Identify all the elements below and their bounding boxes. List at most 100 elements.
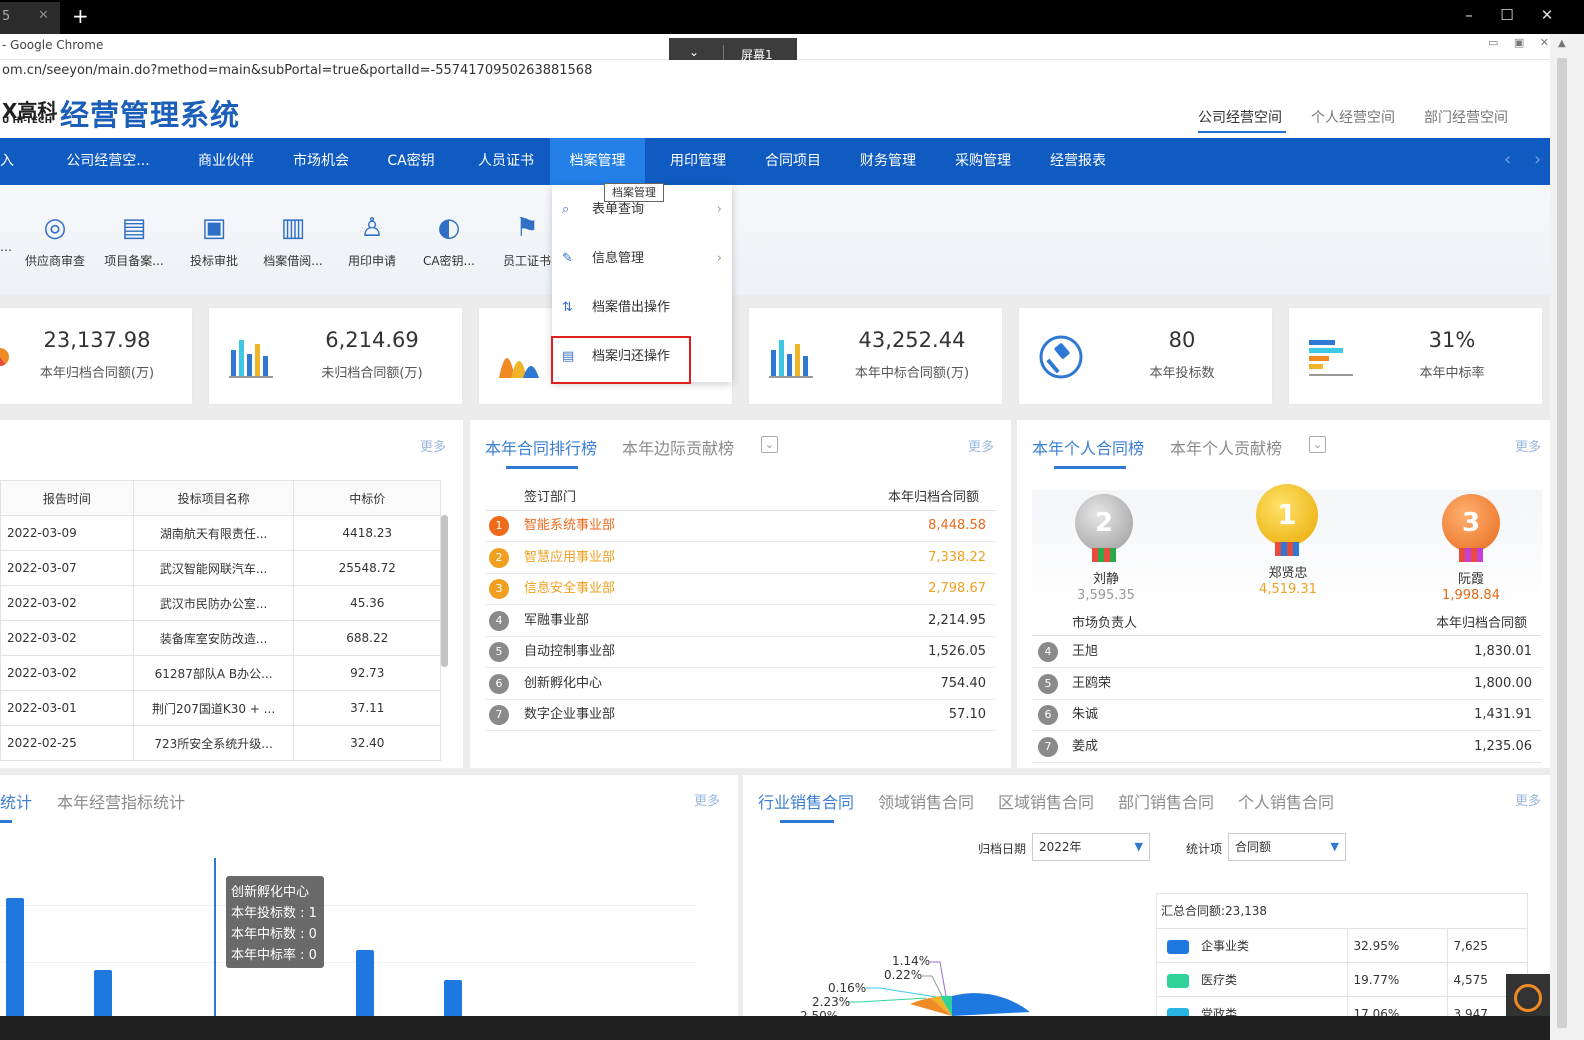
rank-row[interactable]: 7 姜成 1,235.06 [1032,731,1542,763]
nav-item-archive[interactable]: 档案管理 [550,138,645,185]
tab-region-sales[interactable]: 区域销售合同 [998,793,1095,812]
nav-item-reports[interactable]: 经营报表 [1050,153,1106,169]
rank-row[interactable]: 7 数字企业事业部 57.10 [485,699,996,731]
menu-form-query[interactable]: ⌕ 表单查询 › [552,185,732,234]
shortcut-ca-key[interactable]: ◐ CA密钥... [412,212,486,269]
chart-bar[interactable] [444,980,462,1016]
stat-card-bids[interactable]: 80 本年投标数 [1018,307,1273,405]
address-bar[interactable] [0,60,1550,86]
portal-company[interactable]: 公司经营空间 [1198,110,1282,126]
tab-kpi[interactable]: 本年经营指标统计 [57,793,186,812]
page-scrollbar[interactable]: ▲ [1550,34,1584,1040]
close-window-icon[interactable]: ✕ [1540,6,1554,24]
browser-tab[interactable]: 5 ✕ [0,2,60,34]
kpi-more-link[interactable]: 更多 [694,794,721,809]
nav-item-company-space[interactable]: 公司经营空... [66,153,150,169]
table-row[interactable]: 2022-03-01 荆门207国道K30 + ... 37.11 [0,690,441,726]
rank-row[interactable]: 5 自动控制事业部 1,526.05 [485,636,996,668]
nav-item-partial[interactable]: 入 [0,153,14,169]
nav-next-icon[interactable]: › [1534,149,1542,170]
nav-item-seal[interactable]: 用印管理 [670,153,726,169]
scrollbar-thumb[interactable] [1557,58,1567,1028]
legend-row[interactable]: 企事业类 32.95% 7,625 [1157,928,1527,963]
col-header[interactable]: 报告时间 [0,480,134,516]
rank-row[interactable]: 5 王鸥荣 1,800.00 [1032,668,1542,700]
rank-row[interactable]: 1 智能系统事业部 8,448.58 [485,510,996,542]
nav-item-finance[interactable]: 财务管理 [860,153,916,169]
url-text[interactable]: om.cn/seeyon/main.do?method=main&subPort… [2,63,593,78]
nav-item-ca-key[interactable]: CA密钥 [387,153,435,169]
minimize-icon[interactable]: – [1465,6,1473,24]
pie-slice[interactable] [940,995,952,1016]
shortcut-supplier-review[interactable]: ◎ 供应商审查 [18,212,92,269]
shortcut-seal-request[interactable]: ♙ 用印申请 [335,212,409,269]
shortcut-bid-approval[interactable]: ▣ 投标审批 [177,212,251,269]
shortcut-project-filing[interactable]: ▤ 项目备案... [97,212,171,269]
new-tab-icon[interactable]: + [72,4,89,28]
nav-item-certificates[interactable]: 人员证书 [478,153,534,169]
stat-card-archived[interactable]: 23,137.98 本年归档合同额(万) [0,307,193,405]
chevron-down-icon[interactable]: ⌄ [689,45,700,59]
stat-card-unarchived[interactable]: 6,214.69 未归档合同额(万) [208,307,463,405]
chart-bar[interactable] [6,898,24,1016]
bid-more-link[interactable]: 更多 [420,440,447,455]
tab-domain-sales[interactable]: 领域销售合同 [878,793,975,812]
rank-row[interactable]: 2 智慧应用事业部 7,338.22 [485,542,996,574]
chevron-down-icon[interactable]: ⌄ [761,436,778,453]
sales-more-link[interactable]: 更多 [1515,794,1542,809]
rank-row[interactable]: 4 军融事业部 2,214.95 [485,605,996,637]
shortcut-archive-borrow[interactable]: ▥ 档案借阅... [256,212,330,269]
stat-card-won[interactable]: 43,252.44 本年中标合同额(万) [748,307,1003,405]
tab-personal-contract[interactable]: 本年个人合同榜 [1032,439,1145,458]
stat-item-select[interactable]: 合同额 ▼ [1228,833,1346,861]
maximize-icon[interactable]: ☐ [1500,6,1514,24]
chevron-down-icon[interactable]: ⌄ [1309,436,1326,453]
nav-item-partners[interactable]: 商业伙伴 [198,153,254,169]
archive-date-select[interactable]: 2022年 ▼ [1032,833,1150,861]
pie-slice[interactable] [952,993,1030,1016]
portal-department[interactable]: 部门经营空间 [1424,110,1508,126]
contract-more-link[interactable]: 更多 [968,440,995,455]
legend-row[interactable]: 医疗类 19.77% 4,575 [1157,962,1527,997]
table-row[interactable]: 2022-03-02 武汉市民防办公室... 45.36 [0,585,441,621]
nav-item-purchase[interactable]: 采购管理 [955,153,1011,169]
close-tab-icon[interactable]: ✕ [38,8,49,23]
rank-row[interactable]: 4 王旭 1,830.01 [1032,636,1542,668]
shortcut-employee-cert[interactable]: ⚑ 员工证书 [490,212,564,269]
menu-archive-return[interactable]: ▤ 档案归还操作 [552,332,732,381]
portal-active-indicator [1198,131,1286,133]
tab-personal-sales[interactable]: 个人销售合同 [1238,793,1335,812]
stat-card-winrate[interactable]: 31% 本年中标率 [1288,307,1543,405]
window-buttons[interactable]: ▭ ▣ ✕ [1488,36,1555,49]
assistant-avatar[interactable] [1506,974,1550,1016]
nav-item-opportunities[interactable]: 市场机会 [293,153,349,169]
rank-row[interactable]: 6 朱诚 1,431.91 [1032,699,1542,731]
tab-personal-contribution[interactable]: 本年个人贡献榜 [1170,439,1283,458]
tab-contract-rank[interactable]: 本年合同排行榜 [485,439,598,458]
menu-info-management[interactable]: ✎ 信息管理 › [552,234,732,283]
col-header[interactable]: 中标价 [293,480,441,516]
nav-prev-icon[interactable]: ‹ [1504,149,1512,170]
table-row[interactable]: 2022-03-09 湖南航天有限责任... 4418.23 [0,515,441,551]
table-row[interactable]: 2022-03-02 61287部队A B办公... 92.73 [0,655,441,691]
col-header[interactable]: 投标项目名称 [132,480,295,516]
rank-row[interactable]: 6 创新孵化中心 754.40 [485,668,996,700]
gear-icon [1514,984,1542,1012]
pie-slice[interactable] [910,998,952,1016]
chart-bar[interactable] [94,970,112,1016]
menu-archive-lend[interactable]: ⇅ 档案借出操作 [552,283,732,332]
tab-margin-rank[interactable]: 本年边际贡献榜 [622,439,735,458]
rank-row[interactable]: 3 信息安全事业部 2,798.67 [485,573,996,605]
table-scrollbar[interactable] [441,515,448,667]
pie-slice[interactable] [930,996,952,1016]
tab-department-sales[interactable]: 部门销售合同 [1118,793,1215,812]
tab-industry-sales[interactable]: 行业销售合同 [758,793,855,812]
portal-personal[interactable]: 个人经营空间 [1311,110,1395,126]
chart-bar[interactable] [356,950,374,1016]
tab-stats[interactable]: 统计 [0,793,33,812]
table-row[interactable]: 2022-03-02 装备库室安防改造... 688.22 [0,620,441,656]
table-row[interactable]: 2022-02-25 723所安全系统升级... 32.40 [0,725,441,761]
table-row[interactable]: 2022-03-07 武汉智能网联汽车... 25548.72 [0,550,441,586]
personal-more-link[interactable]: 更多 [1515,440,1542,455]
nav-item-contracts[interactable]: 合同项目 [765,153,821,169]
